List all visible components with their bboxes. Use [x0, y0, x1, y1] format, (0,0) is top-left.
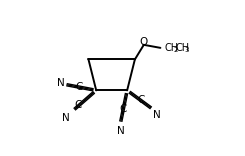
Text: N: N — [117, 126, 124, 136]
Text: N: N — [57, 78, 64, 88]
Text: C: C — [75, 81, 83, 92]
Text: CH: CH — [176, 43, 190, 53]
Text: N: N — [62, 113, 70, 123]
Text: C: C — [120, 104, 127, 114]
Text: 2: 2 — [173, 47, 178, 53]
Text: N: N — [153, 110, 161, 120]
Text: C: C — [74, 100, 81, 110]
Text: CH: CH — [164, 43, 178, 53]
Text: C: C — [137, 95, 145, 105]
Text: O: O — [139, 37, 147, 47]
Text: 3: 3 — [185, 47, 189, 53]
